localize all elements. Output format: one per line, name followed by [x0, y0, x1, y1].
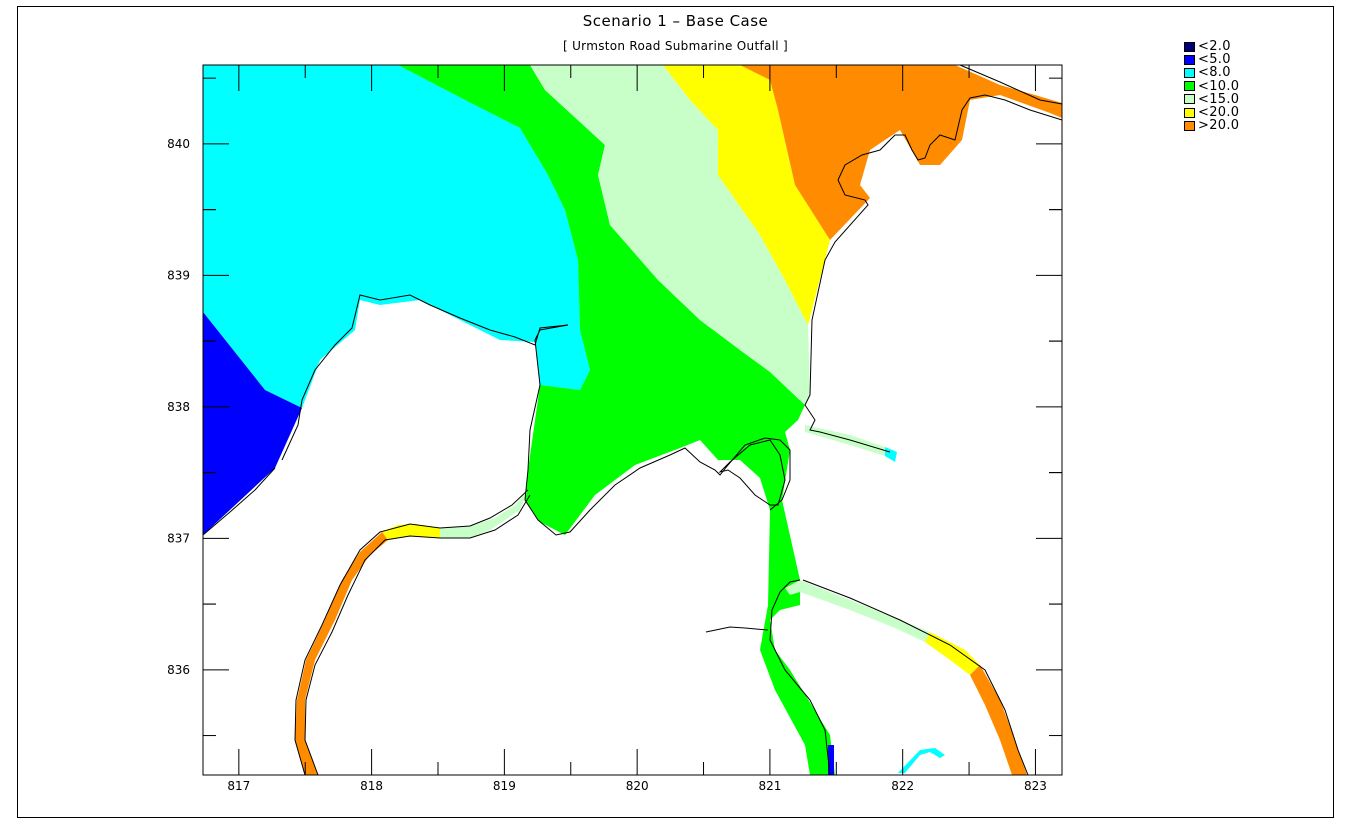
x-tick-label: 822 [891, 779, 914, 793]
coastline-island-ne-complex [837, 94, 1063, 181]
x-tick-label: 817 [227, 779, 250, 793]
legend-item: <15.0 [1184, 93, 1294, 106]
map-title: Scenario 1 – Base Case [582, 12, 769, 30]
legend-item: <20.0 [1184, 106, 1294, 119]
contour-fills [203, 65, 1062, 775]
coastline-river-center-east [769, 579, 831, 776]
coastlines [202, 64, 1063, 776]
y-tick-label: 838 [167, 400, 190, 414]
region-east-channel-light [805, 425, 885, 456]
coastline-ne-upper [959, 64, 1063, 105]
map-subtitle: [ Urmston Road Submarine Outfall ] [563, 39, 788, 53]
legend-item: <5.0 [1184, 53, 1294, 66]
region-ne-channel [885, 447, 897, 462]
x-tick-label: 821 [758, 779, 781, 793]
legend: <2.0 <5.0 <8.0 <10.0 <15.0 <20.0 >20.0 [1184, 40, 1294, 132]
y-tick-labels: 840 839 838 837 836 [167, 137, 190, 677]
coastline-west-shore [202, 467, 276, 536]
legend-label: <10.0 [1198, 78, 1240, 94]
legend-swatch [1184, 81, 1195, 92]
legend-label: >20.0 [1198, 118, 1240, 134]
y-ticks [203, 77, 1062, 737]
x-tick-labels: 817 818 819 820 821 822 823 [227, 779, 1047, 793]
region-south-cyan-hook [898, 748, 945, 773]
coastline-east-peninsula [804, 179, 891, 453]
legend-swatch [1184, 54, 1195, 65]
coastline-river-west-outer [294, 489, 529, 776]
region-lt8-northwest [203, 65, 590, 408]
region-se-channel-light [785, 580, 930, 642]
legend-label: <15.0 [1198, 91, 1240, 107]
legend-label: <5.0 [1198, 52, 1231, 68]
region-west-river-orange [295, 532, 388, 775]
y-tick-label: 839 [167, 268, 190, 282]
legend-swatch [1184, 94, 1195, 105]
x-tick-label: 818 [360, 779, 383, 793]
region-se-channel-orange [970, 665, 1027, 775]
legend-item: <8.0 [1184, 66, 1294, 79]
legend-label: <8.0 [1198, 65, 1231, 81]
region-west-river-light [440, 490, 528, 538]
x-tick-label: 820 [626, 779, 649, 793]
region-lt10-band [398, 65, 835, 775]
x-ticks [238, 65, 1036, 775]
x-tick-label: 823 [1024, 779, 1047, 793]
legend-label: <2.0 [1198, 39, 1231, 55]
legend-swatch [1184, 120, 1195, 131]
coastline-jetty [705, 626, 769, 633]
legend-item: >20.0 [1184, 119, 1294, 132]
legend-swatch [1184, 41, 1195, 52]
legend-label: <20.0 [1198, 105, 1240, 121]
region-lt20-northeast [663, 65, 830, 325]
plot-box [202, 64, 1063, 776]
region-lt15-center [530, 65, 810, 405]
y-tick-label: 840 [167, 137, 190, 151]
legend-item: <2.0 [1184, 40, 1294, 53]
coastline-island-middle [718, 439, 786, 506]
legend-item: <10.0 [1184, 80, 1294, 93]
x-tick-label: 819 [493, 779, 516, 793]
y-tick-label: 837 [167, 531, 190, 545]
plot-border [202, 64, 1063, 776]
region-lt5-west [203, 312, 302, 535]
coastline-river-west [304, 494, 531, 776]
region-se-channel-yellow [925, 632, 980, 675]
legend-swatch [1184, 107, 1195, 118]
coastline-se-channel [802, 579, 1029, 776]
region-gt20-northeast [740, 65, 1062, 240]
region-south-blue-strip [828, 745, 834, 775]
legend-swatch [1184, 67, 1195, 78]
y-tick-label: 836 [167, 663, 190, 677]
